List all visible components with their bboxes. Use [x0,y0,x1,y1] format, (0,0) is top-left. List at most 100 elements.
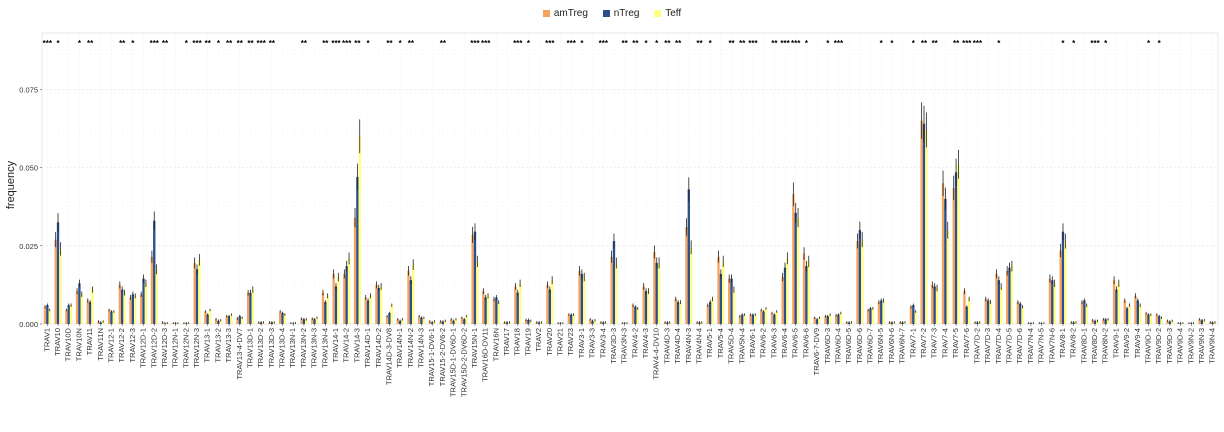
significance-star: *** [567,39,577,48]
bar-ntreg [1104,319,1107,324]
x-tick-label: TRAV8N-2 [1101,328,1110,364]
x-tick-label: TRAV14-3 [352,328,361,362]
significance-star: *** [150,39,160,48]
x-tick-label: TRAV7D-2 [972,328,981,364]
significance-star: * [527,39,531,48]
x-tick-label: TRAV7D-3 [983,328,992,364]
bar-teff [935,288,939,324]
x-tick-label: TRAV14N-2 [406,328,415,368]
significance-star: * [580,39,584,48]
bar-ntreg [837,314,840,324]
x-tick-label: TRAV6N-6 [887,328,896,364]
bar-ntreg [655,262,658,324]
bar-teff [208,309,212,324]
significance-star: * [880,39,884,48]
x-tick-label: TRAV7-6 [962,328,971,358]
significance-star: *** [470,39,480,48]
significance-star: ** [301,39,308,48]
bar-teff [486,295,490,324]
bar-amtreg [1166,320,1169,324]
significance-star: ** [247,39,254,48]
bar-ntreg [1093,320,1097,324]
bar-teff [112,311,116,324]
bar-teff [775,311,778,324]
x-tick-label: TRAV7-2 [919,328,928,358]
bar-ntreg [570,314,573,324]
bar-amtreg [1059,250,1062,324]
x-tick-label: TRAV21 [556,328,565,356]
bar-teff [828,314,832,324]
x-tick-label: TRAV5-1 [705,328,714,358]
y-axis-label: frequency [5,160,17,209]
bar-teff [283,314,287,324]
bar-ntreg [1147,314,1150,324]
bar-amtreg [150,256,154,324]
bar-ntreg [997,280,1001,324]
x-tick-label: TRAV15-2-DV6-2 [438,328,447,386]
x-tick-label: TRAV7D-4 [994,328,1003,364]
significance-star: *** [973,39,983,48]
bar-amtreg [75,291,79,324]
bar-teff [230,314,233,324]
significance-star: * [1061,39,1065,48]
x-tick-label: TRAV6D-6 [855,328,864,364]
bar-ntreg [591,320,594,324]
bar-teff [647,291,650,324]
x-tick-label: TRAV7-4 [940,328,949,358]
significance-star: *** [331,39,341,48]
x-tick-label: TRAV7N-4 [1026,328,1035,364]
significance-star: ** [728,39,735,48]
x-tick-label: TRAV20 [545,328,554,356]
bar-amtreg [1112,280,1116,324]
bar-amtreg [1016,302,1020,324]
x-tick-label: TRAV13N-2 [299,328,308,368]
x-tick-label: TRAV3-3 [588,328,597,358]
bar-amtreg [653,252,656,324]
bar-teff [583,277,586,324]
bar-ntreg [1136,300,1139,324]
x-tick-label: TRAV7D-6 [1015,328,1024,364]
bar-ntreg [912,305,915,324]
y-tick-label: 0.000 [19,320,38,329]
significance-star: ** [322,39,329,48]
x-tick-label: TRAV8-1 [1058,328,1067,358]
x-tick-label: TRAV14N-3 [417,328,426,368]
significance-star: * [78,39,82,48]
significance-star: ** [664,39,671,48]
bar-teff [1171,320,1174,324]
x-tick-label: TRAV1 [42,328,51,352]
x-tick-label: TRAV6-1 [748,328,757,358]
x-tick-label: TRAV12N-2 [181,328,190,368]
bar-amtreg [332,273,335,324]
bar-amtreg [279,311,282,324]
significance-star: ** [440,39,447,48]
bar-ntreg [1008,267,1011,324]
x-tick-label: TRAV12D-1 [139,328,148,368]
bar-teff [251,289,255,324]
bar-ntreg [869,308,872,324]
bar-amtreg [1080,302,1084,324]
bar-teff [369,295,372,324]
x-tick-label: TRAV3-1 [577,328,586,358]
bar-amtreg [567,314,571,324]
bar-amtreg [514,286,517,324]
significance-star: * [644,39,648,48]
x-tick-label: TRAV19 [523,328,532,356]
x-tick-label: TRAV12-2 [117,328,126,362]
bar-ntreg [142,278,145,324]
bar-teff [390,305,393,324]
bar-amtreg [1048,278,1052,324]
bar-teff [1064,241,1067,324]
bar-amtreg [728,278,731,324]
legend-item-ntreg: nTreg [602,8,639,19]
bar-teff [1106,319,1110,324]
bar-teff [80,294,83,324]
x-tick-label: TRAV9D-2 [1154,328,1163,364]
bar-ntreg [324,302,327,324]
bar-amtreg [1005,270,1009,324]
bar-teff [48,309,51,324]
bar-ntreg [1115,289,1118,324]
bar-ntreg [815,319,819,324]
significance-star: *** [545,39,555,48]
bar-amtreg [909,306,913,324]
